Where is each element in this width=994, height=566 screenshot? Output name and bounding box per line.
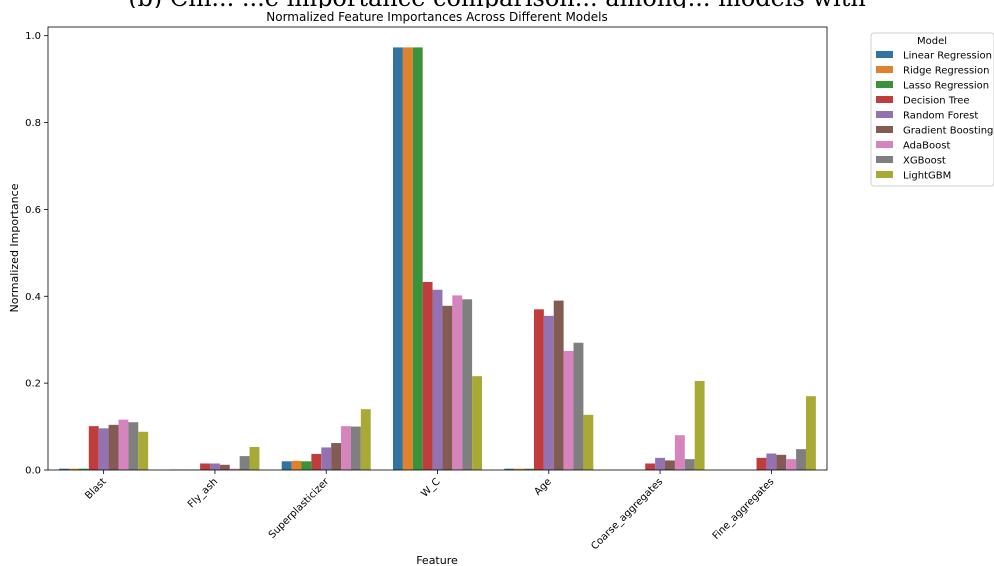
bar	[645, 463, 656, 470]
legend-swatch	[876, 171, 893, 178]
y-axis-title: Normalized Importance	[8, 183, 21, 312]
bar	[543, 315, 554, 470]
y-tick-label: 0.2	[25, 379, 41, 390]
bar	[291, 460, 302, 470]
bar	[138, 431, 149, 470]
bar	[341, 426, 351, 470]
legend-entry: Ridge Regression	[903, 66, 989, 77]
bar	[776, 454, 787, 470]
bar	[674, 435, 685, 470]
bar	[412, 47, 423, 470]
bar	[209, 463, 220, 470]
bar	[360, 409, 371, 470]
legend: Model Linear Regression Ridge Regression L…	[870, 32, 994, 187]
legend-swatch	[876, 111, 893, 118]
legend-swatch	[876, 96, 893, 103]
bar	[350, 426, 361, 470]
bar	[432, 289, 443, 470]
bar	[108, 424, 119, 470]
y-tick-label: 0.0	[25, 466, 41, 477]
bars-group	[59, 47, 816, 470]
bar	[756, 457, 767, 470]
plot-frame	[47, 26, 828, 471]
x-tick-label: W_C	[419, 476, 442, 499]
bar	[514, 468, 525, 470]
bar	[504, 468, 515, 470]
bar	[553, 300, 564, 470]
bar	[69, 468, 79, 470]
x-axis-title: Feature	[416, 554, 458, 566]
bar	[694, 380, 705, 470]
y-tick-label: 0.6	[25, 205, 41, 216]
bar	[331, 443, 342, 470]
legend-swatch	[876, 126, 893, 133]
legend-entry: Random Forest	[903, 111, 978, 122]
bar	[219, 464, 230, 470]
bar	[524, 468, 534, 470]
bar	[281, 461, 292, 470]
legend-frame	[870, 32, 994, 187]
bar	[422, 281, 433, 470]
y-tick-label: 0.8	[25, 118, 41, 129]
bar	[583, 414, 594, 470]
bar	[88, 426, 99, 470]
bar	[655, 457, 666, 470]
bar	[78, 468, 89, 470]
legend-entry: XGBoost	[903, 156, 946, 167]
legend-swatch	[876, 66, 893, 73]
bar	[118, 419, 129, 470]
bar	[249, 446, 260, 470]
page-header-fragment: (b) Chi... ...e importance comparison...…	[0, 0, 994, 8]
bar	[766, 453, 777, 470]
bar	[59, 468, 70, 470]
bar	[311, 453, 322, 470]
bar	[402, 47, 413, 470]
bar	[128, 422, 139, 470]
bar	[665, 460, 675, 470]
bar	[321, 447, 332, 470]
bar	[472, 376, 483, 470]
legend-entry: AdaBoost	[903, 141, 950, 152]
legend-entry: Gradient Boosting	[903, 126, 993, 137]
legend-swatch	[876, 141, 893, 148]
x-tick-label: Age	[532, 476, 553, 497]
bar	[98, 428, 109, 470]
legend-entry: LightGBM	[903, 171, 951, 182]
legend-swatch	[876, 156, 893, 163]
bar	[452, 295, 463, 470]
legend-title: Model	[917, 36, 947, 47]
bar	[442, 305, 453, 470]
bar	[229, 468, 240, 470]
x-tick-label: Coarse_aggregates	[589, 476, 665, 552]
bar	[786, 459, 797, 470]
x-tick-label: Fine_aggregates	[711, 476, 777, 542]
bar	[533, 309, 544, 470]
legend-entry: Decision Tree	[903, 96, 970, 107]
bar	[563, 351, 574, 470]
bar	[796, 449, 806, 470]
legend-entry: Lasso Regression	[903, 81, 989, 92]
x-tick-label: Fly_ash	[186, 476, 220, 510]
bar	[573, 342, 584, 470]
y-axis: 0.0 0.2 0.4 0.6 0.8 1.0	[25, 31, 48, 477]
legend-swatch	[876, 81, 893, 88]
bar	[684, 459, 695, 470]
legend-swatch	[876, 51, 893, 58]
y-tick-label: 1.0	[25, 31, 41, 42]
chart-title: Normalized Feature Importances Across Di…	[266, 10, 607, 24]
y-tick-label: 0.4	[25, 292, 41, 303]
x-tick-label: Superplasticizer	[267, 476, 332, 541]
bar	[462, 299, 473, 470]
legend-entry: Linear Regression	[903, 51, 992, 62]
bar	[805, 396, 816, 470]
bar	[301, 461, 312, 470]
bar	[200, 463, 210, 470]
bar	[239, 456, 250, 470]
bar	[392, 47, 403, 470]
x-tick-label: Blast	[83, 476, 108, 501]
x-axis: Blast Fly_ash Superplasticizer W_C Age Coarse…	[83, 470, 776, 552]
